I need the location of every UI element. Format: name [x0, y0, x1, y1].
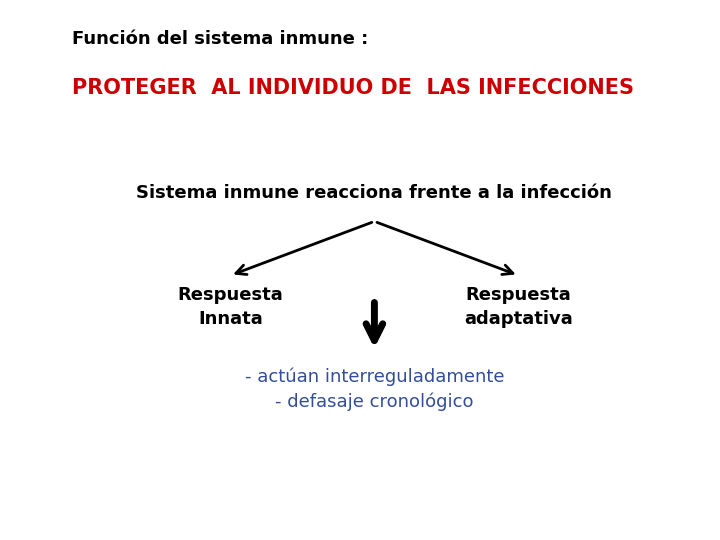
Text: Respuesta
adaptativa: Respuesta adaptativa [464, 286, 573, 328]
Text: - actúan interreguladamente
- defasaje cronológico: - actúan interreguladamente - defasaje c… [245, 367, 504, 411]
Text: PROTEGER  AL INDIVIDUO DE  LAS INFECCIONES: PROTEGER AL INDIVIDUO DE LAS INFECCIONES [72, 78, 634, 98]
Text: Función del sistema inmune :: Función del sistema inmune : [72, 30, 368, 48]
Text: Respuesta
Innata: Respuesta Innata [178, 286, 283, 328]
Text: Sistema inmune reacciona frente a la infección: Sistema inmune reacciona frente a la inf… [137, 184, 612, 201]
